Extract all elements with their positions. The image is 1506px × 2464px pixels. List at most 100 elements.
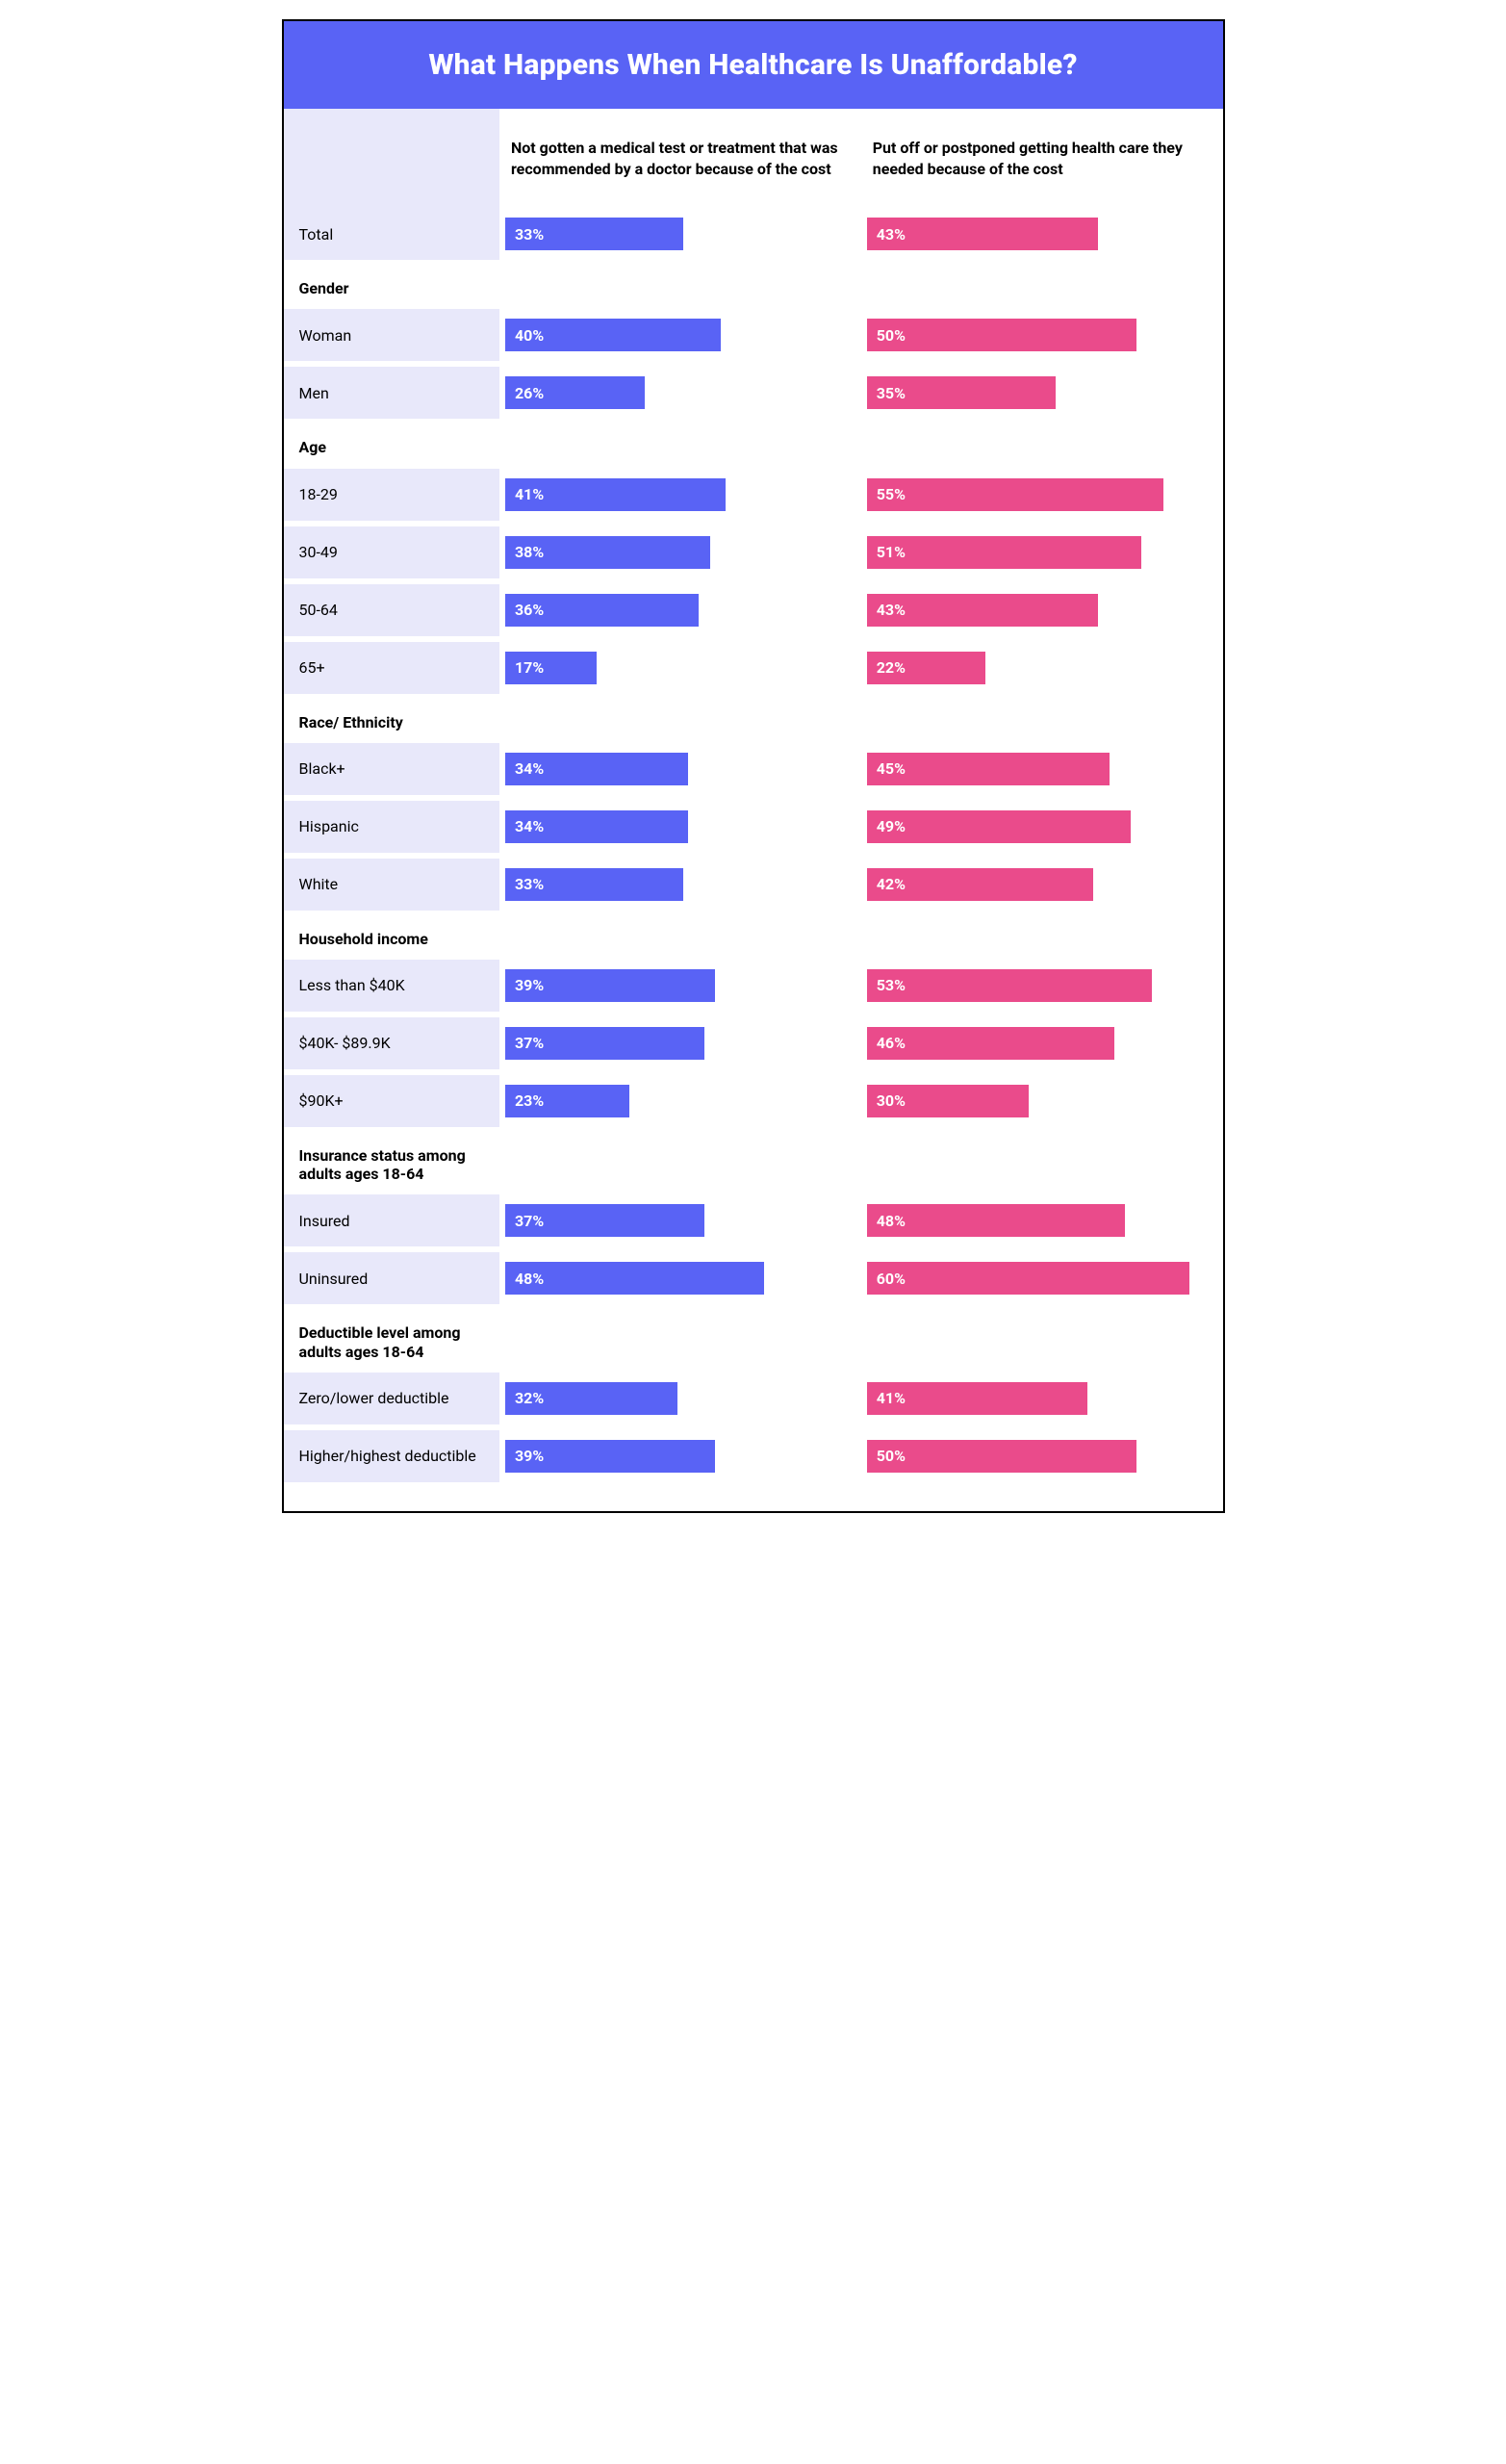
bar: 26%	[505, 376, 646, 409]
bar: 49%	[867, 810, 1131, 843]
bar-value: 55%	[877, 485, 906, 503]
bar: 41%	[505, 478, 726, 511]
bar-cell: 50%	[861, 1430, 1223, 1482]
bar-cell: 36%	[499, 584, 861, 636]
bar-cell: 60%	[861, 1252, 1223, 1304]
row-label: Total	[284, 208, 499, 260]
bar-cell: 40%	[499, 309, 861, 361]
bar-cell: 43%	[861, 584, 1223, 636]
bar-value: 35%	[877, 384, 906, 402]
bar-cell: 34%	[499, 743, 861, 795]
bar-cell: 50%	[861, 309, 1223, 361]
bar-value: 48%	[515, 1270, 544, 1288]
bar-value: 43%	[877, 601, 906, 619]
row-label: 30-49	[284, 526, 499, 578]
bar: 50%	[867, 1440, 1136, 1473]
bar-value: 30%	[877, 1091, 906, 1110]
bar-cell: 23%	[499, 1075, 861, 1127]
bar-value: 41%	[515, 485, 544, 503]
bar: 22%	[867, 652, 985, 684]
bar-value: 37%	[515, 1034, 544, 1052]
group-header: Race/ Ethnicity	[284, 694, 499, 743]
column-header: Put off or postponed getting health care…	[861, 109, 1223, 208]
bar: 17%	[505, 652, 597, 684]
bar-value: 17%	[515, 658, 544, 677]
bar-value: 60%	[877, 1270, 906, 1288]
row-label: Zero/lower deductible	[284, 1373, 499, 1424]
row-label: 18-29	[284, 469, 499, 521]
bar-value: 39%	[515, 1447, 544, 1465]
group-header: Insurance status among adults ages 18-64	[284, 1127, 499, 1194]
bar-value: 40%	[515, 326, 544, 345]
bar-cell: 49%	[861, 801, 1223, 853]
bar-cell: 37%	[499, 1017, 861, 1069]
row-label: White	[284, 859, 499, 911]
bar-value: 33%	[515, 225, 544, 244]
bar-cell: 41%	[499, 469, 861, 521]
bar-value: 36%	[515, 601, 544, 619]
bar-cell: 30%	[861, 1075, 1223, 1127]
bar-value: 33%	[515, 875, 544, 893]
group-header: Household income	[284, 911, 499, 960]
bar-cell: 38%	[499, 526, 861, 578]
bar-cell: 53%	[861, 960, 1223, 1012]
bar-cell: 34%	[499, 801, 861, 853]
bar-cell: 26%	[499, 367, 861, 419]
bar-value: 38%	[515, 543, 544, 561]
row-label: $40K- $89.9K	[284, 1017, 499, 1069]
bar-value: 39%	[515, 976, 544, 994]
row-label: $90K+	[284, 1075, 499, 1127]
bar-cell: 48%	[499, 1252, 861, 1304]
bar-cell: 32%	[499, 1373, 861, 1424]
bar: 50%	[867, 319, 1136, 351]
group-header: Deductible level among adults ages 18-64	[284, 1304, 499, 1372]
bar-cell: 39%	[499, 960, 861, 1012]
bar-cell: 48%	[861, 1194, 1223, 1246]
bar: 30%	[867, 1085, 1029, 1117]
bar-cell: 35%	[861, 367, 1223, 419]
row-label: Uninsured	[284, 1252, 499, 1304]
bar: 38%	[505, 536, 710, 569]
row-label: Higher/highest deductible	[284, 1430, 499, 1482]
row-label: Men	[284, 367, 499, 419]
bar: 41%	[867, 1382, 1087, 1415]
bar-value: 43%	[877, 225, 906, 244]
row-label: Insured	[284, 1194, 499, 1246]
bar-value: 34%	[515, 817, 544, 835]
bar: 48%	[867, 1204, 1126, 1237]
bar: 51%	[867, 536, 1141, 569]
column-header: Not gotten a medical test or treatment t…	[499, 109, 861, 208]
bar: 37%	[505, 1027, 704, 1060]
bar: 55%	[867, 478, 1163, 511]
chart-title: What Happens When Healthcare Is Unafford…	[303, 48, 1204, 82]
bar-cell: 41%	[861, 1373, 1223, 1424]
bar-cell: 45%	[861, 743, 1223, 795]
chart-container: What Happens When Healthcare Is Unafford…	[282, 19, 1225, 1513]
bar-cell: 22%	[861, 642, 1223, 694]
row-label: Hispanic	[284, 801, 499, 853]
label-column-header	[284, 109, 499, 208]
bar-value: 37%	[515, 1212, 544, 1230]
group-header: Gender	[284, 260, 499, 309]
bar: 39%	[505, 969, 715, 1002]
group-header: Age	[284, 419, 499, 468]
bar-value: 46%	[877, 1034, 906, 1052]
bar: 33%	[505, 218, 683, 250]
bar: 33%	[505, 868, 683, 901]
bar-value: 41%	[877, 1389, 906, 1407]
bar-value: 53%	[877, 976, 906, 994]
bar: 53%	[867, 969, 1153, 1002]
bar-value: 50%	[877, 1447, 906, 1465]
bar-value: 50%	[877, 326, 906, 345]
bar: 40%	[505, 319, 721, 351]
bar-value: 45%	[877, 759, 906, 778]
bar-cell: 43%	[861, 208, 1223, 260]
bar: 39%	[505, 1440, 715, 1473]
bar-value: 48%	[877, 1212, 906, 1230]
bar-cell: 37%	[499, 1194, 861, 1246]
bar-value: 26%	[515, 384, 544, 402]
bar: 60%	[867, 1262, 1190, 1295]
bar: 45%	[867, 753, 1110, 785]
bar-value: 23%	[515, 1091, 544, 1110]
bar-cell: 55%	[861, 469, 1223, 521]
